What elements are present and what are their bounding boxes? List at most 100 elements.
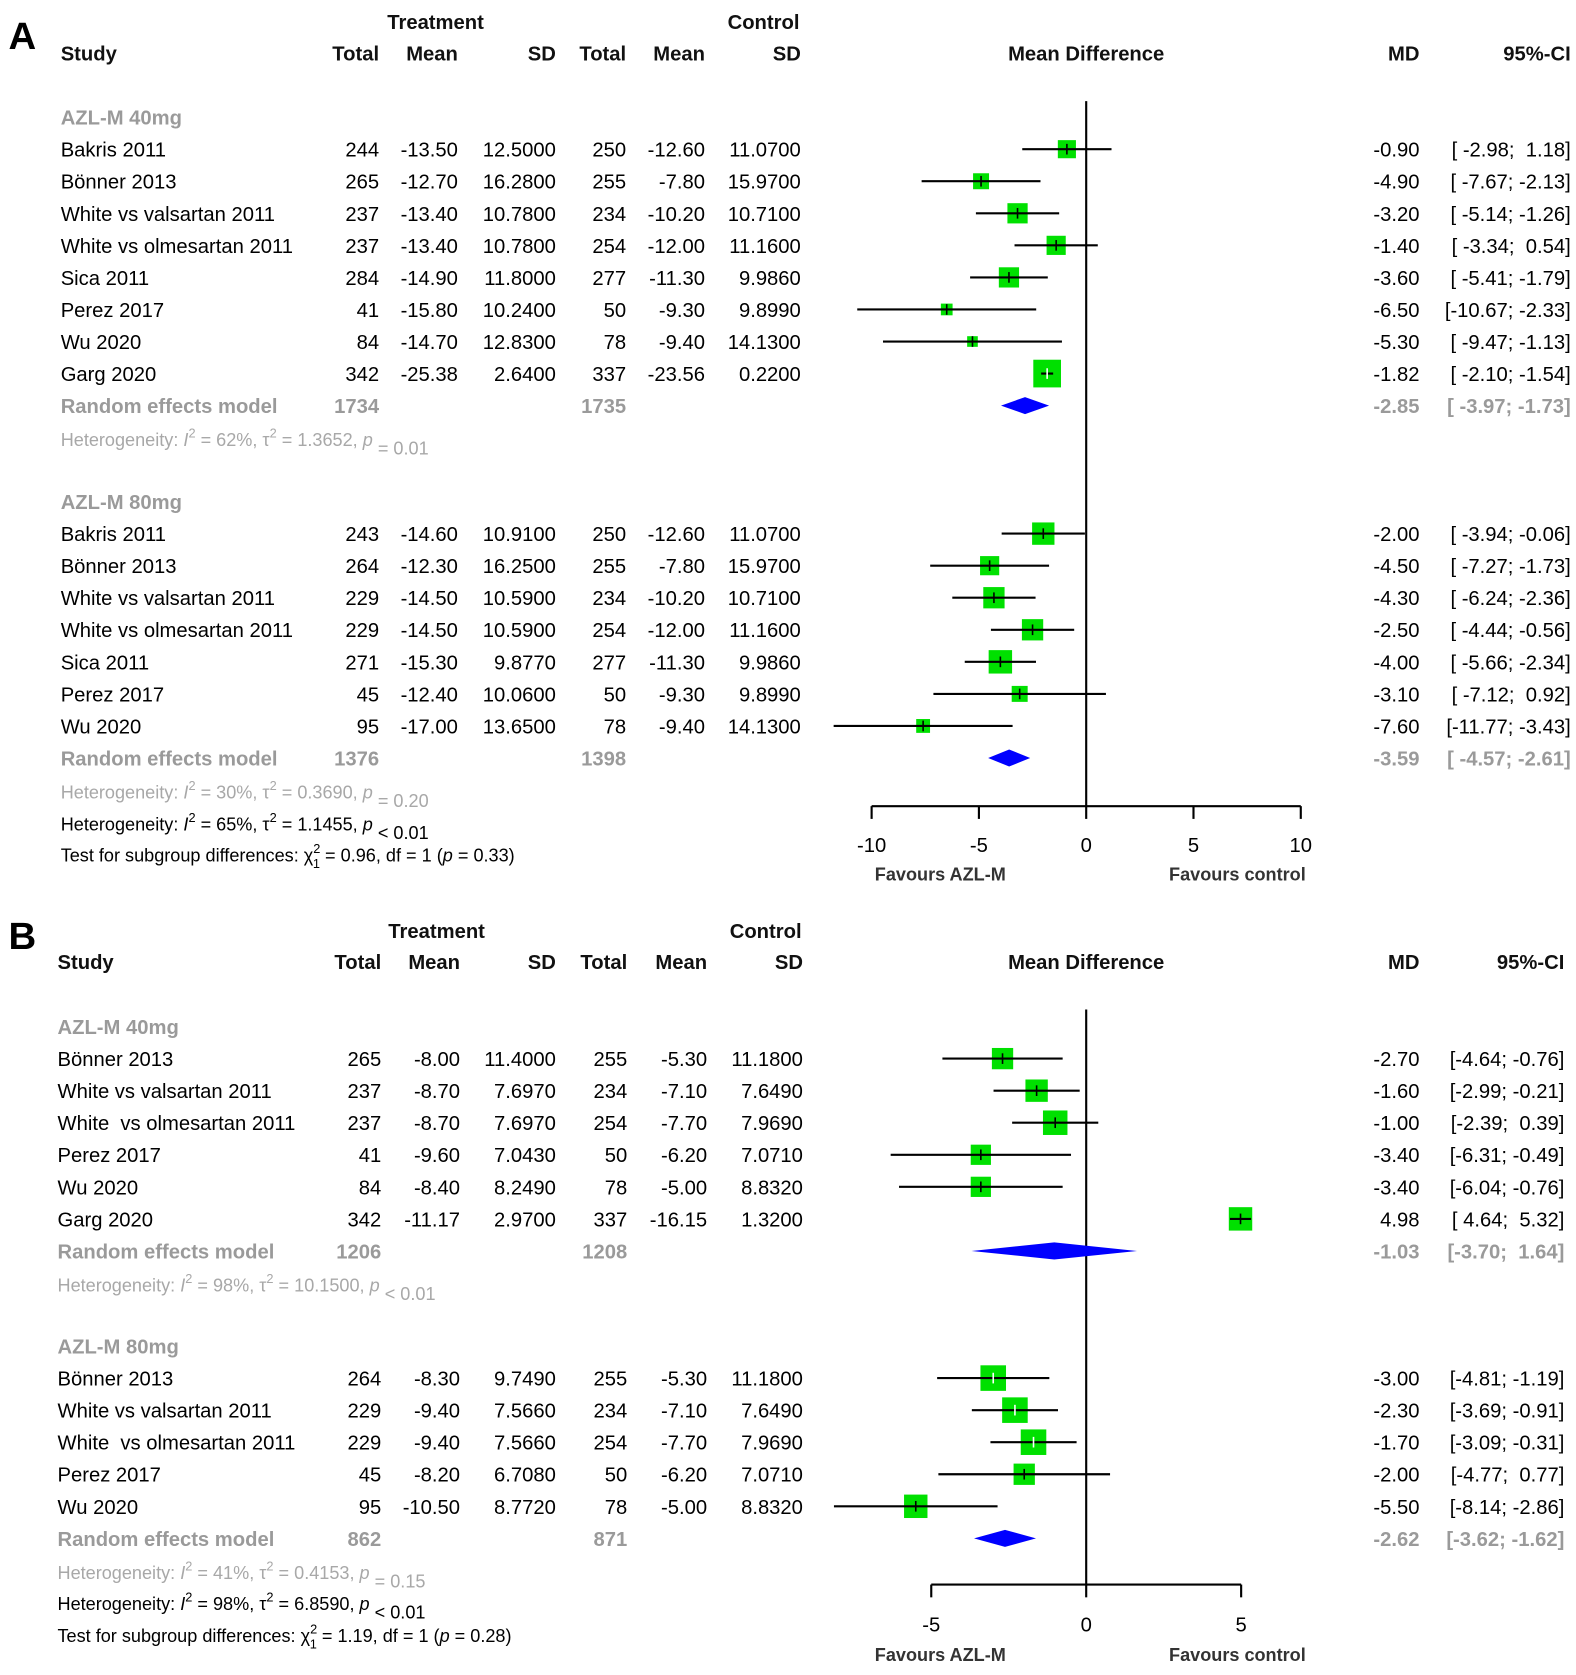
favours-right-label: Favours control bbox=[1169, 865, 1306, 885]
cell-t-sd: 11.8000 bbox=[484, 268, 556, 290]
study-row: White vs olmesartan 2011 229 -14.50 10.5900… bbox=[61, 619, 1571, 642]
cell-t-total: 264 bbox=[347, 1369, 381, 1391]
cell-t-total: 264 bbox=[345, 556, 379, 578]
text-segment: I bbox=[180, 1594, 185, 1614]
subgroup-differences-test: Test for subgroup differences: χ2 1 = 1.1… bbox=[58, 1622, 512, 1652]
cell-t-sd: 7.5660 bbox=[494, 1401, 556, 1423]
panel-b: B Treatment Control Study Total Mean SD Total Me… bbox=[9, 915, 1565, 1665]
cell-c-sd: 9.9860 bbox=[739, 268, 801, 290]
study-name: White vs olmesartan 2011 bbox=[58, 1113, 296, 1135]
random-effects-label: Random effects model bbox=[58, 1241, 275, 1263]
header-control: Control bbox=[730, 921, 802, 943]
cell-t-total: 229 bbox=[345, 588, 379, 610]
cell-c-total: 337 bbox=[592, 364, 626, 386]
text-segment: Heterogeneity: bbox=[58, 1275, 181, 1295]
study-name: White vs valsartan 2011 bbox=[61, 204, 275, 226]
cell-c-mean: -16.15 bbox=[650, 1209, 707, 1231]
subgroup-differences-test: Test for subgroup differences: χ2 1 = 0.9… bbox=[61, 841, 515, 871]
study-row: Garg 2020 342 -11.17 2.9700 337 -16.15 1.3200 4… bbox=[58, 1207, 1564, 1231]
cell-c-total: 50 bbox=[604, 684, 626, 706]
cell-c-sd: 7.0710 bbox=[741, 1145, 803, 1167]
cell-t-sd: 10.5900 bbox=[483, 620, 556, 642]
header-sd: SD bbox=[773, 44, 801, 66]
cell-t-total: 95 bbox=[359, 1497, 382, 1519]
cell-t-total: 237 bbox=[345, 204, 379, 226]
study-name: Bönner 2013 bbox=[58, 1049, 174, 1071]
text-segment: = 0.4153, bbox=[274, 1563, 360, 1583]
cell-c-mean: -12.00 bbox=[648, 236, 705, 258]
cell-c-sd: 10.7100 bbox=[728, 204, 801, 226]
cell-c-mean: -7.70 bbox=[661, 1113, 707, 1135]
text-segment: Heterogeneity: bbox=[58, 1563, 181, 1583]
cell-c-total: 50 bbox=[605, 1145, 628, 1167]
cell-t-sd: 16.2500 bbox=[483, 556, 556, 578]
text-segment: I bbox=[183, 430, 188, 450]
text-segment: = 62%, τ bbox=[196, 430, 270, 450]
cell-c-sd: 11.1800 bbox=[731, 1369, 803, 1391]
text-segment: 2 bbox=[266, 1271, 273, 1286]
ci-value: [ -7.12; 0.92] bbox=[1452, 684, 1571, 706]
header-total: Total bbox=[332, 44, 379, 66]
cell-c-total: 254 bbox=[593, 1113, 627, 1135]
x-tick-label: 5 bbox=[1188, 835, 1199, 857]
cell-t-sd: 7.5660 bbox=[494, 1433, 556, 1455]
md-value: -1.60 bbox=[1373, 1081, 1419, 1103]
cell-t-mean: -9.60 bbox=[414, 1145, 460, 1167]
cell-t-sd: 10.0600 bbox=[483, 684, 556, 706]
study-row: Perez 2017 45 -8.20 6.7080 50 -6.20 7.0710 -2.0… bbox=[58, 1463, 1564, 1487]
header-control: Control bbox=[728, 12, 800, 34]
ci-value: [-3.09; -0.31] bbox=[1450, 1433, 1565, 1455]
cell-t-total: 342 bbox=[345, 364, 379, 386]
study-row: Sica 2011 271 -15.30 9.8770 277 -11.30 9.9860 -… bbox=[61, 650, 1571, 674]
ci-value: [ -7.67; -2.13] bbox=[1450, 172, 1570, 194]
text-segment: p bbox=[359, 1594, 370, 1614]
summary-diamond bbox=[971, 1242, 1138, 1260]
md-value: -1.40 bbox=[1373, 236, 1419, 258]
random-ci-value: [ -3.97; -1.73] bbox=[1447, 396, 1571, 418]
study-name: Bönner 2013 bbox=[61, 172, 177, 194]
cell-c-mean: -9.40 bbox=[659, 332, 705, 354]
subgroup-heterogeneity: Heterogeneity: I2 = 62%, τ2 = 1.3652, p … bbox=[61, 426, 429, 459]
text-segment: = 1.19, df = 1 ( bbox=[317, 1626, 440, 1646]
ci-value: [ -2.98; 1.18] bbox=[1452, 140, 1571, 162]
cell-t-mean: -12.30 bbox=[401, 556, 458, 578]
study-row: White vs olmesartan 2011 237 -8.70 7.6970 25… bbox=[58, 1110, 1564, 1135]
cell-t-mean: -17.00 bbox=[401, 716, 458, 738]
cell-c-total: 255 bbox=[593, 1049, 627, 1071]
x-tick-label: -5 bbox=[970, 835, 988, 857]
cell-c-mean: -7.10 bbox=[661, 1081, 707, 1103]
cell-c-mean: -6.20 bbox=[661, 1145, 707, 1167]
md-value: -4.50 bbox=[1373, 556, 1419, 578]
cell-t-total: 237 bbox=[347, 1113, 381, 1135]
random-control-total: 1735 bbox=[581, 396, 626, 418]
random-control-total: 1208 bbox=[582, 1241, 627, 1263]
cell-t-sd: 10.7800 bbox=[483, 204, 556, 226]
ci-value: [ -3.34; 0.54] bbox=[1452, 236, 1571, 258]
study-row: Sica 2011 284 -14.90 11.8000 277 -11.30 9.9860… bbox=[61, 267, 1571, 290]
study-row: Bakris 2011 243 -14.60 10.9100 250 -12.60 11.0… bbox=[61, 522, 1571, 546]
study-row: White vs olmesartan 2011 229 -9.40 7.5660 25… bbox=[58, 1429, 1565, 1455]
text-segment: = 65%, τ bbox=[196, 815, 270, 835]
cell-t-sd: 12.5000 bbox=[483, 140, 556, 162]
cell-c-mean: -5.00 bbox=[661, 1177, 707, 1199]
favours-left-label: Favours AZL-M bbox=[875, 1645, 1006, 1665]
text-segment: = 41%, τ bbox=[192, 1563, 266, 1583]
md-value: -3.20 bbox=[1373, 204, 1419, 226]
study-row: Perez 2017 41 -15.80 10.2400 50 -9.30 9.8990 -6… bbox=[61, 300, 1571, 322]
random-control-total: 1398 bbox=[581, 748, 626, 770]
cell-c-mean: -11.30 bbox=[649, 652, 705, 674]
header-treatment: Treatment bbox=[387, 12, 484, 34]
cell-c-mean: -5.00 bbox=[661, 1497, 707, 1519]
text-segment: Heterogeneity: bbox=[61, 782, 184, 802]
text-segment: p bbox=[362, 430, 373, 450]
header-study: Study bbox=[61, 44, 118, 66]
study-row: Wu 2020 84 -8.40 8.2490 78 -5.00 8.8320 -3.40 [-… bbox=[58, 1176, 1564, 1199]
md-value: -3.40 bbox=[1373, 1145, 1419, 1167]
study-name: Garg 2020 bbox=[61, 364, 157, 386]
cell-t-mean: -14.50 bbox=[401, 588, 458, 610]
cell-c-mean: -9.30 bbox=[659, 684, 705, 706]
random-treatment-total: 1206 bbox=[336, 1241, 381, 1263]
cell-t-sd: 7.6970 bbox=[494, 1081, 556, 1103]
cell-t-total: 271 bbox=[345, 652, 379, 674]
